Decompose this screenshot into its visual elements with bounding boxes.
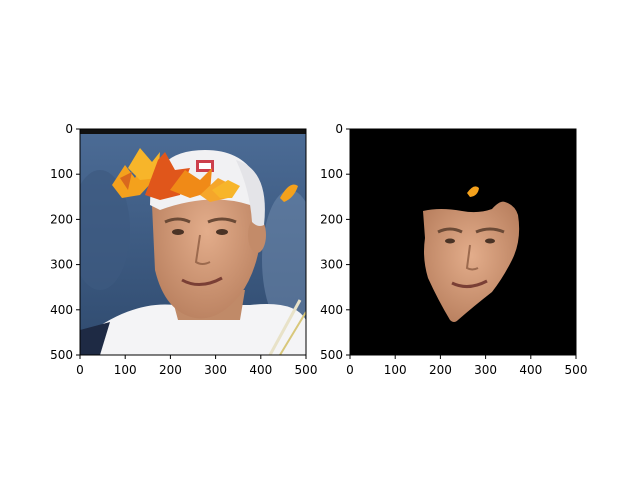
left-y-tick-label: 300: [50, 258, 73, 272]
left-y-tick-label: 500: [50, 348, 73, 362]
left-x-tick-label: 100: [114, 363, 137, 377]
tennis-player-photo: [80, 129, 306, 355]
right-image-panel: [349, 128, 577, 356]
right-y-tick-label: 100: [320, 167, 343, 181]
left-y-tick-label: 0: [65, 122, 73, 136]
left-x-tick-label: 300: [204, 363, 227, 377]
left-x-tick-label: 0: [76, 363, 84, 377]
right-x-tick-label: 100: [384, 363, 407, 377]
left-image-panel: [79, 128, 307, 356]
right-y-tick-label: 400: [320, 303, 343, 317]
right-x-tick-label: 0: [346, 363, 354, 377]
right-x-tick-label: 200: [429, 363, 452, 377]
right-y-tick-label: 0: [335, 122, 343, 136]
right-axes-frame: [349, 128, 577, 356]
right-y-tick-label: 200: [320, 212, 343, 226]
right-y-tick-label: 300: [320, 258, 343, 272]
right-x-tick-label: 500: [565, 363, 588, 377]
left-x-tick-label: 500: [295, 363, 318, 377]
left-y-tick-label: 100: [50, 167, 73, 181]
right-x-tick-label: 400: [519, 363, 542, 377]
left-y-tick-label: 400: [50, 303, 73, 317]
left-x-tick-label: 400: [249, 363, 272, 377]
left-y-tick-label: 200: [50, 212, 73, 226]
right-y-tick-label: 500: [320, 348, 343, 362]
left-x-tick-label: 200: [159, 363, 182, 377]
right-x-tick-label: 300: [474, 363, 497, 377]
left-axes-frame: [79, 128, 307, 356]
leaf-crown: [112, 148, 298, 202]
segmentation-mask-image: [350, 129, 576, 355]
